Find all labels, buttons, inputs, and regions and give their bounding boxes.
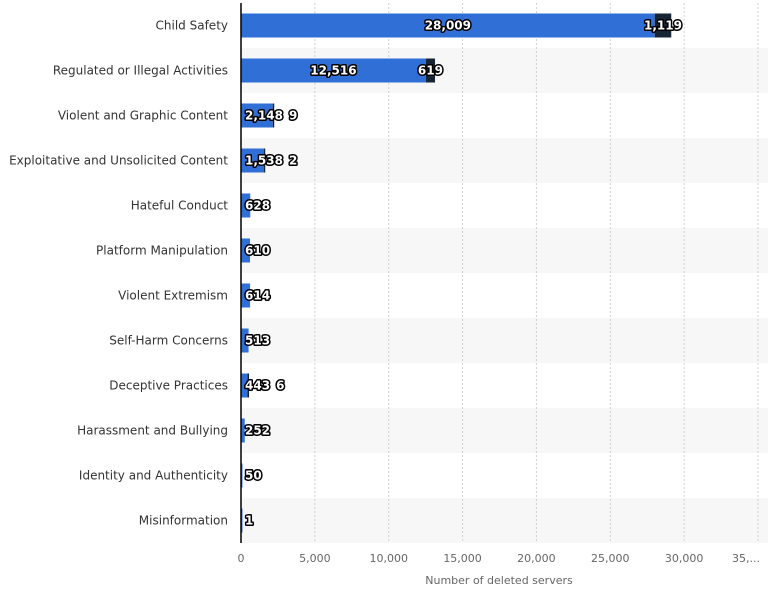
row-band (241, 138, 768, 183)
data-label: 2,148 (245, 109, 283, 123)
category-label: Violent Extremism (118, 289, 228, 303)
category-label: Misinformation (139, 514, 228, 528)
category-label: Exploitative and Unsolicited Content (9, 154, 228, 168)
bar-segment (241, 238, 251, 263)
bar-segment (272, 103, 275, 128)
data-label: 1,119 (644, 19, 682, 33)
data-label: 513 (245, 334, 270, 348)
data-label: 1,538 (245, 154, 283, 168)
bar-segment (241, 283, 251, 308)
bar-segment (241, 103, 273, 128)
data-label: 50 (245, 469, 262, 483)
x-tick-label: 10,000 (369, 552, 408, 565)
data-label: 443 (245, 379, 270, 393)
bar-segment (654, 13, 672, 38)
data-label: 619 (418, 64, 443, 78)
x-tick-label: 35,... (732, 552, 760, 565)
row-band (241, 498, 768, 543)
bar-segment (241, 418, 245, 443)
x-tick-label: 5,000 (299, 552, 331, 565)
category-label: Child Safety (156, 19, 228, 33)
data-label: 252 (245, 424, 270, 438)
bar-segment (241, 13, 655, 38)
bar-segment (241, 373, 248, 398)
x-tick-label: 20,000 (517, 552, 556, 565)
category-label: Harassment and Bullying (77, 424, 228, 438)
bar-segment (241, 148, 264, 173)
data-label: 614 (245, 289, 270, 303)
category-label: Hateful Conduct (131, 199, 229, 213)
category-label: Self-Harm Concerns (109, 334, 228, 348)
bar-segment (241, 58, 426, 83)
data-label: 2 (289, 154, 297, 168)
data-label: 1 (245, 514, 253, 528)
data-label: 12,516 (310, 64, 356, 78)
data-label: 628 (245, 199, 270, 213)
category-label: Regulated or Illegal Activities (53, 64, 228, 78)
x-tick-label: 15,000 (443, 552, 482, 565)
row-band (241, 228, 768, 273)
row-band (241, 318, 768, 363)
x-tick-label: 0 (238, 552, 245, 565)
category-label: Deceptive Practices (109, 379, 228, 393)
data-label: 28,009 (425, 19, 471, 33)
x-tick-label: 25,000 (591, 552, 630, 565)
category-label: Identity and Authenticity (79, 469, 228, 483)
bar-segment (241, 328, 249, 353)
x-tick-label: 30,000 (665, 552, 704, 565)
bar-segment (425, 58, 436, 83)
data-label: 9 (289, 109, 297, 123)
bar-segment (263, 148, 266, 173)
row-band (241, 408, 768, 453)
data-label: 610 (245, 244, 270, 258)
bar-segment (241, 193, 251, 218)
x-axis-title: Number of deleted servers (425, 574, 573, 587)
bar-segment (247, 373, 250, 398)
category-label: Violent and Graphic Content (58, 109, 228, 123)
data-label: 6 (276, 379, 284, 393)
category-label: Platform Manipulation (96, 244, 228, 258)
